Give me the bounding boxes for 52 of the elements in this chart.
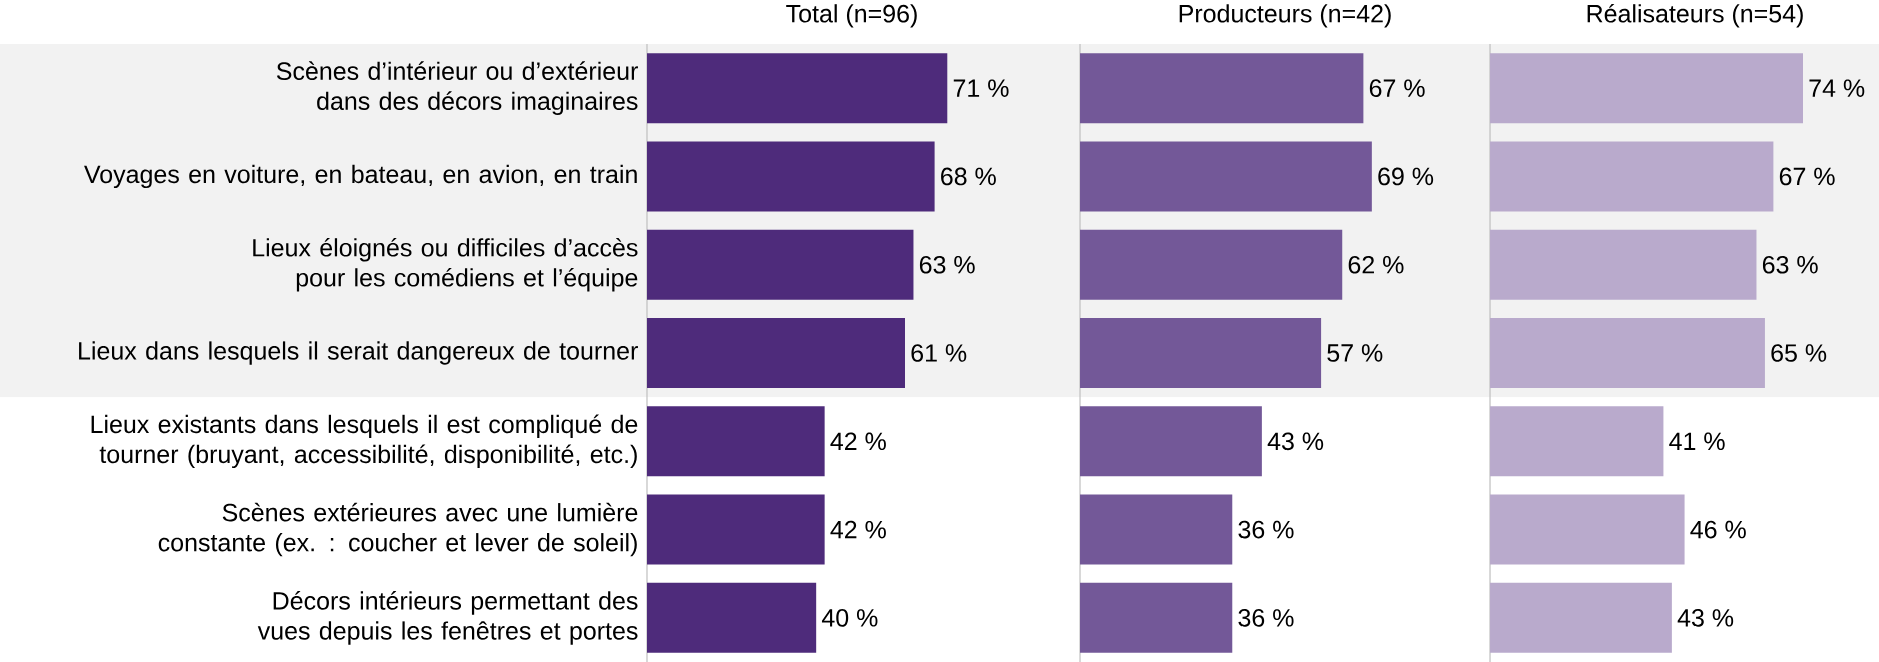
- data-label: 63 %: [1762, 255, 1818, 274]
- data-label: 65 %: [1771, 344, 1827, 362]
- y-tick-label: Décors intérieurs permettant des vues depuis les fenêtres et portes: [257, 591, 638, 645]
- data-label: 43 %: [1267, 432, 1324, 451]
- bar: [1080, 318, 1322, 389]
- y-tick-label: Lieux dans lesquels il serait dangereux de tourner: [79, 341, 638, 365]
- data-label: 41 %: [1669, 432, 1725, 451]
- bar: [1080, 229, 1343, 300]
- y-tick-label: Scènes d’intérieur ou d’extérieur dans des décors imaginaires: [276, 61, 638, 115]
- bar: [1080, 141, 1372, 212]
- bar: [1490, 318, 1765, 389]
- bar: [647, 318, 905, 389]
- y-tick-label: Voyages en voiture, en bateau, en avion, en train: [84, 164, 637, 189]
- bar: [647, 494, 825, 565]
- data-label: 63 %: [919, 255, 975, 274]
- y-tick-label: Scènes extérieures avec une lumière constante (ex. : coucher et lever de soleil): [158, 502, 638, 557]
- data-label: 36 %: [1238, 520, 1294, 539]
- data-label: 61 %: [911, 344, 967, 362]
- chart-title: Réalisateurs (n=54): [1587, 3, 1803, 28]
- data-label: 67 %: [1779, 167, 1835, 186]
- data-label: 67 %: [1369, 79, 1425, 98]
- y-tick-label: Lieux existants dans lesquels il est compliqué de tourner (bruyant, accessibilité, disponibilité, etc.): [91, 414, 638, 469]
- y-tick-label: Lieux éloignés ou difficiles d’accès pour les comédiens et l’équipe: [253, 237, 638, 292]
- bar: [1080, 494, 1233, 565]
- data-label: 43 %: [1677, 609, 1734, 627]
- bar: [647, 141, 935, 212]
- data-label: 42 %: [830, 520, 886, 539]
- data-label: 69 %: [1378, 167, 1434, 186]
- bar: [1490, 406, 1664, 477]
- data-label: 36 %: [1238, 609, 1294, 627]
- bar: [1490, 53, 1803, 124]
- data-label: 74 %: [1809, 79, 1865, 97]
- data-label: 40 %: [821, 609, 878, 627]
- chart-title: Producteurs (n=42): [1179, 4, 1391, 28]
- bar: [1080, 53, 1364, 124]
- bar: [1490, 141, 1774, 212]
- data-label: 71 %: [953, 79, 1009, 97]
- data-label: 57 %: [1327, 344, 1383, 362]
- bar: [647, 406, 825, 477]
- bar: [1490, 494, 1685, 565]
- bar: [647, 229, 914, 300]
- bar: [1080, 582, 1233, 653]
- bar: [1080, 406, 1262, 477]
- bar: [1490, 582, 1672, 653]
- data-label: 46 %: [1690, 520, 1746, 539]
- data-label: 62 %: [1348, 255, 1404, 274]
- data-label: 42 %: [830, 432, 886, 451]
- bar: [1490, 229, 1757, 300]
- bar: [647, 582, 817, 653]
- chart-title: Total (n=96): [786, 4, 917, 28]
- data-label: 68 %: [941, 167, 996, 186]
- bar: [647, 53, 948, 124]
